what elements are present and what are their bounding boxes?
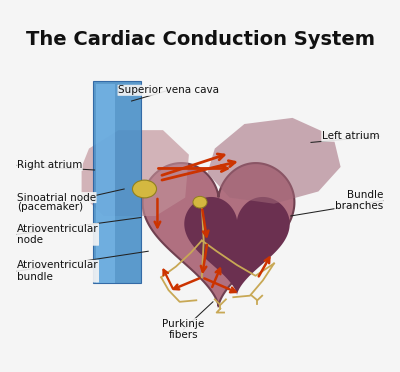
Polygon shape xyxy=(96,84,115,283)
Polygon shape xyxy=(82,130,189,216)
Text: Purkinje
fibers: Purkinje fibers xyxy=(162,318,204,340)
Text: Sinoatrial node: Sinoatrial node xyxy=(17,193,96,203)
Text: Atrioventricular
bundle: Atrioventricular bundle xyxy=(17,260,98,282)
Text: Right atrium: Right atrium xyxy=(17,160,82,170)
Text: Superior vena cava: Superior vena cava xyxy=(118,85,219,95)
Text: Bundle
branches: Bundle branches xyxy=(335,190,383,211)
Text: Atrioventricular
node: Atrioventricular node xyxy=(17,224,98,245)
Ellipse shape xyxy=(132,180,156,198)
Polygon shape xyxy=(142,163,294,306)
Polygon shape xyxy=(184,197,290,295)
Ellipse shape xyxy=(193,196,207,208)
Polygon shape xyxy=(208,118,341,204)
Title: The Cardiac Conduction System: The Cardiac Conduction System xyxy=(26,30,374,49)
Polygon shape xyxy=(93,81,141,283)
Text: Left atrium: Left atrium xyxy=(322,131,380,141)
Text: (pacemaker): (pacemaker) xyxy=(17,202,83,212)
